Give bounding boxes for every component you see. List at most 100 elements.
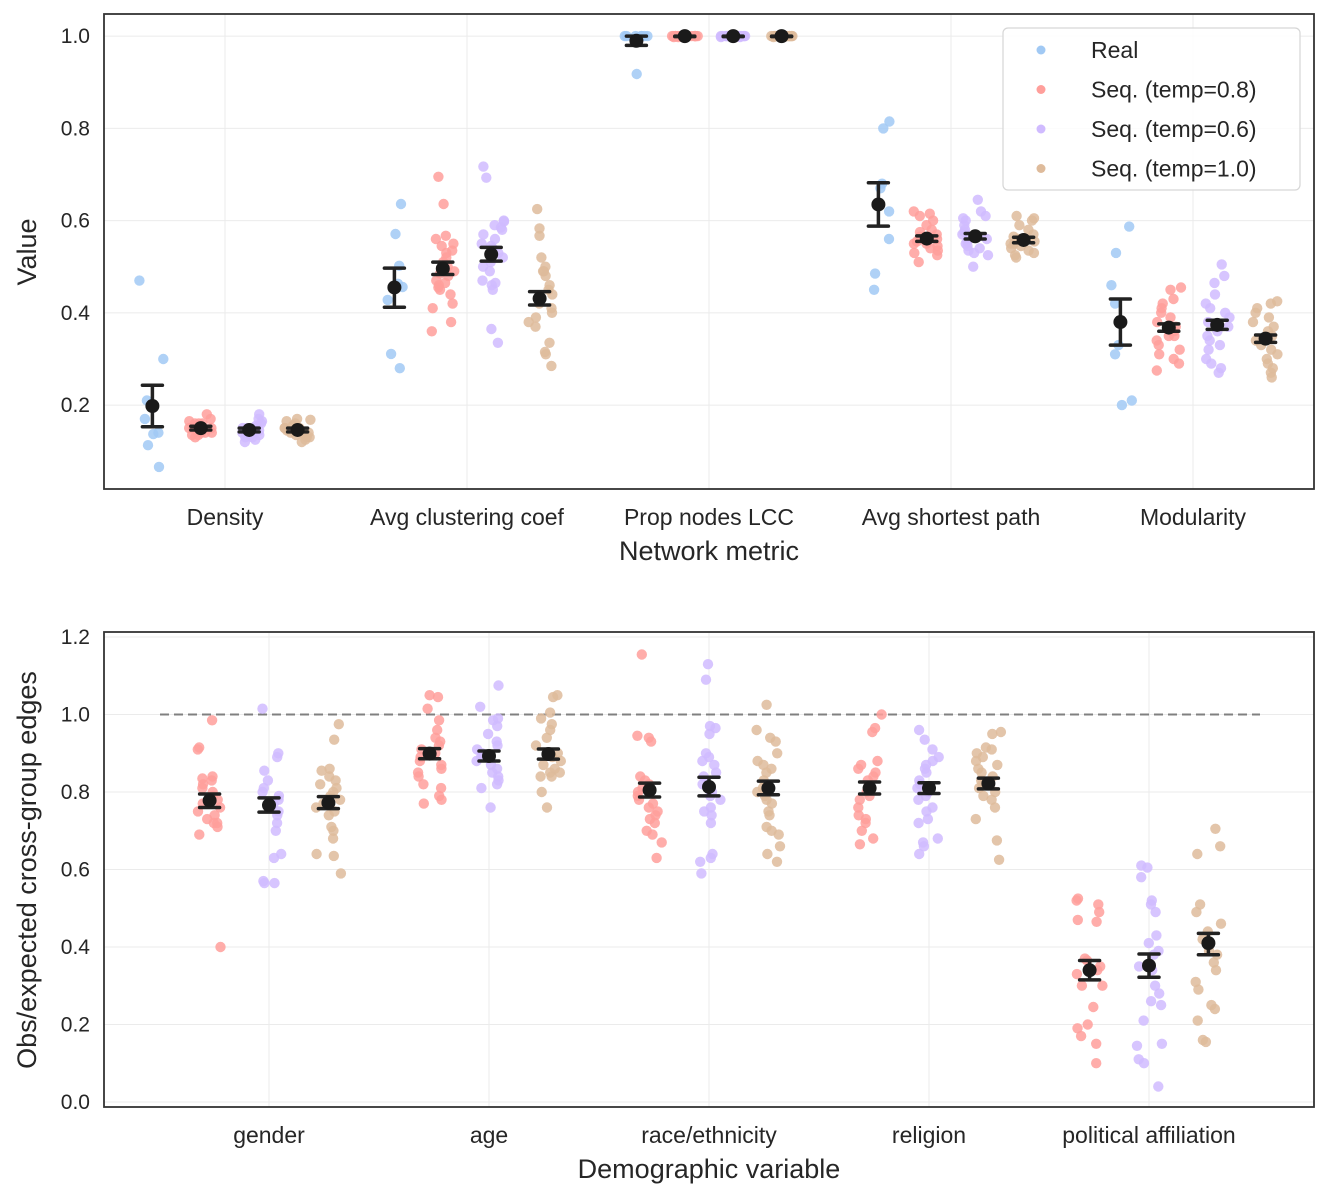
mean-marker [871, 197, 886, 212]
data-point [134, 275, 145, 286]
x-tick-label: gender [233, 1122, 305, 1148]
data-point [631, 68, 642, 80]
legend-box [1002, 27, 1301, 191]
data-point [269, 877, 280, 889]
data-point [438, 198, 449, 210]
data-point [1215, 918, 1227, 929]
data-point [1213, 367, 1224, 378]
data-point [1210, 823, 1221, 834]
data-point [323, 810, 334, 821]
data-point [1192, 1015, 1203, 1026]
data-point [324, 763, 335, 774]
data-point [710, 767, 722, 778]
data-point [1138, 1015, 1149, 1026]
data-point [1156, 1038, 1168, 1050]
data-point [382, 294, 393, 306]
data-point [540, 270, 551, 282]
data-point [968, 247, 980, 259]
data-point [1026, 215, 1038, 226]
y-axis-label: Obs/expected cross-group edges [12, 671, 42, 1069]
data-point [492, 740, 503, 751]
mean-marker [242, 422, 257, 437]
data-point [1091, 1038, 1102, 1050]
data-point [197, 782, 208, 794]
data-point [1109, 298, 1121, 309]
data-point [445, 289, 456, 300]
x-tick-label: Avg clustering coef [370, 504, 565, 530]
mean-marker [422, 746, 437, 761]
data-point [546, 771, 557, 782]
data-point [434, 284, 446, 295]
data-point [913, 724, 925, 736]
data-point [476, 782, 487, 794]
axes-frame [103, 631, 1315, 1108]
data-point [1265, 298, 1277, 309]
data-point [1014, 220, 1025, 231]
data-point [1145, 996, 1157, 1007]
x-tick-label: Prop nodes LCC [624, 504, 794, 530]
data-point [1150, 906, 1161, 918]
data-point [335, 868, 347, 879]
data-point [1110, 247, 1122, 259]
legend-label: Real [1091, 37, 1138, 63]
data-point [205, 413, 216, 425]
mean-marker [919, 231, 934, 246]
data-point [482, 728, 494, 740]
data-point [272, 751, 283, 763]
data-point [1138, 1058, 1150, 1069]
y-tick-label: 1.0 [61, 704, 90, 727]
y-tick-label: 0.6 [61, 210, 90, 233]
data-point [1088, 1001, 1099, 1013]
data-point [860, 817, 871, 829]
data-point [311, 848, 322, 860]
data-point [142, 440, 154, 451]
data-point [1071, 968, 1083, 980]
data-point [492, 337, 504, 348]
data-point [418, 798, 429, 809]
data-point [1010, 252, 1022, 263]
mean-marker [321, 795, 336, 810]
data-point [432, 691, 444, 703]
data-point [867, 726, 878, 738]
data-point [418, 779, 429, 790]
data-point [541, 732, 552, 743]
data-point [927, 744, 938, 755]
data-point [1091, 1058, 1102, 1069]
data-point [413, 771, 424, 782]
data-point [430, 233, 442, 245]
data-point [645, 736, 657, 747]
mean-marker [862, 781, 877, 796]
data-point [262, 775, 274, 786]
mean-marker [629, 33, 644, 48]
data-point [972, 194, 983, 205]
data-point [751, 724, 762, 736]
data-point [921, 806, 932, 817]
data-point [883, 233, 895, 245]
data-point [477, 275, 488, 286]
data-point [250, 434, 261, 445]
y-tick-label: 0.2 [61, 394, 90, 417]
data-point [1136, 872, 1147, 883]
data-point [192, 744, 203, 755]
data-point [922, 813, 934, 825]
data-point [1205, 303, 1216, 314]
data-point [270, 825, 281, 836]
mean-marker [541, 747, 556, 762]
y-tick-label: 1.0 [61, 25, 90, 48]
data-point [478, 161, 489, 172]
data-point [697, 755, 708, 767]
mean-marker [532, 291, 547, 306]
data-point [333, 719, 344, 730]
data-point [544, 337, 555, 348]
data-point [395, 198, 407, 210]
data-point [541, 802, 553, 813]
data-point [1215, 841, 1226, 852]
data-point [970, 813, 981, 825]
data-point [1193, 984, 1204, 995]
data-point [854, 794, 865, 805]
data-point [702, 659, 714, 670]
mean-marker [1161, 320, 1176, 335]
y-tick-label: 0.4 [61, 936, 91, 959]
data-point [914, 848, 925, 860]
